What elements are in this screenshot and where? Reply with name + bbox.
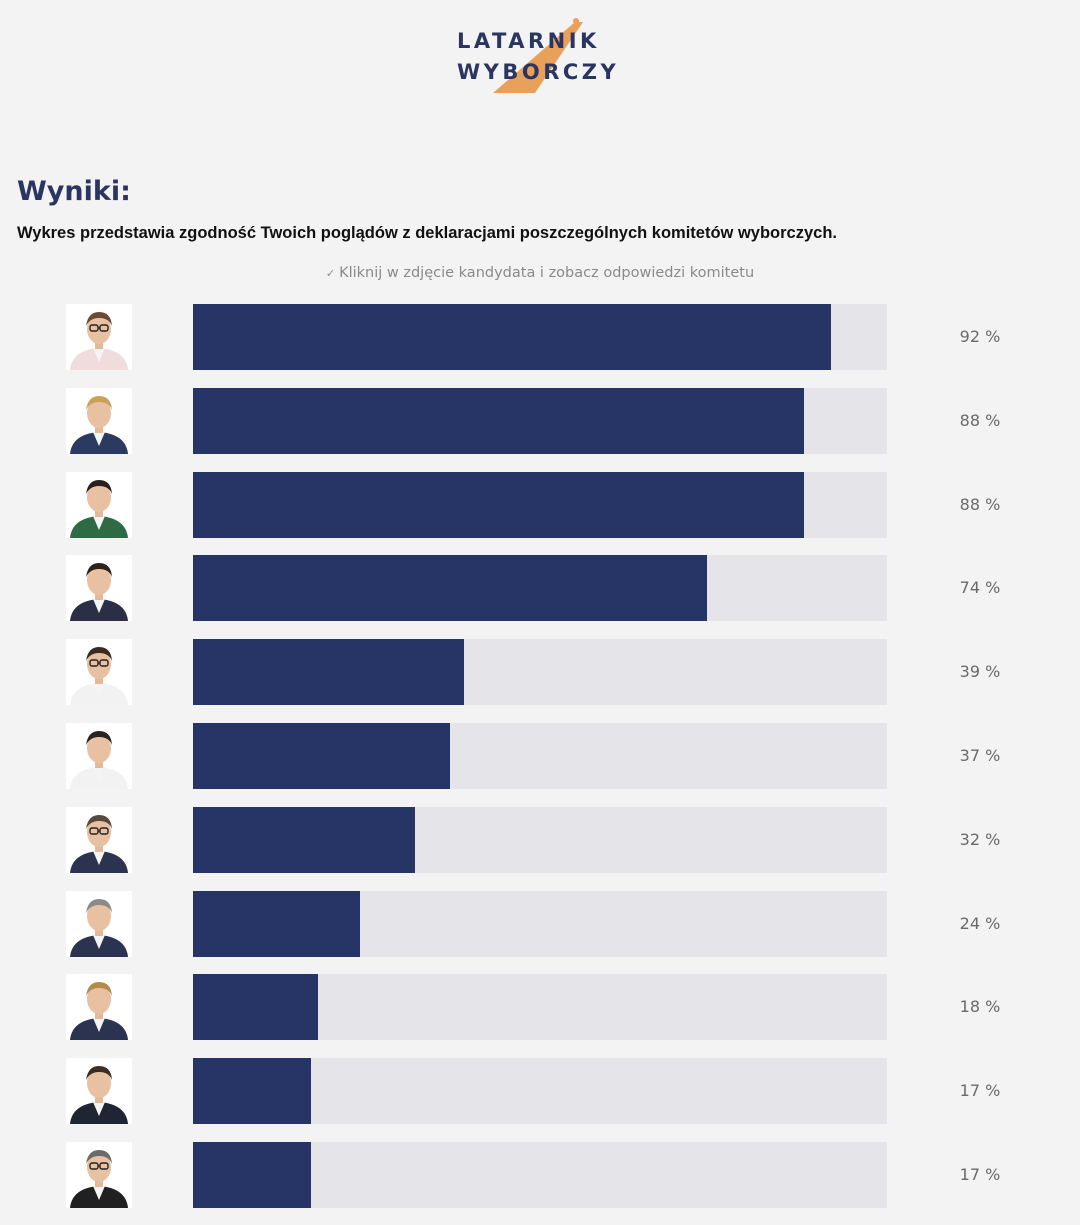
percentage-label: 88 % bbox=[959, 411, 1001, 430]
result-row: 88 % bbox=[0, 388, 1080, 454]
latarnik-logo[interactable]: LATARNIK WYBORCZY bbox=[455, 18, 630, 98]
candidate-photo[interactable] bbox=[66, 472, 132, 538]
percentage-label: 74 % bbox=[959, 578, 1001, 597]
lighthouse-beam-icon bbox=[493, 18, 583, 93]
bar-fill bbox=[193, 555, 707, 621]
results-description: Wykres przedstawia zgodność Twoich poglą… bbox=[17, 224, 837, 242]
percentage-label: 24 % bbox=[959, 914, 1001, 933]
result-row: 39 % bbox=[0, 639, 1080, 705]
bar-track bbox=[193, 1058, 887, 1124]
bar-track bbox=[193, 723, 887, 789]
bar-track bbox=[193, 472, 887, 538]
percentage-label: 17 % bbox=[959, 1081, 1001, 1100]
candidate-photo[interactable] bbox=[66, 555, 132, 621]
candidate-photo[interactable] bbox=[66, 304, 132, 370]
percentage-label: 18 % bbox=[959, 997, 1001, 1016]
hint-label: Kliknij w zdjęcie kandydata i zobacz odp… bbox=[339, 265, 755, 281]
bar-fill bbox=[193, 1142, 311, 1208]
result-row: 24 % bbox=[0, 891, 1080, 957]
results-heading: Wyniki: bbox=[17, 176, 131, 207]
hint-text: ✓ Kliknij w zdjęcie kandydata i zobacz od… bbox=[0, 265, 1080, 281]
candidate-photo[interactable] bbox=[66, 1058, 132, 1124]
bar-fill bbox=[193, 472, 804, 538]
bar-fill bbox=[193, 891, 360, 957]
bar-track bbox=[193, 304, 887, 370]
bar-fill bbox=[193, 807, 416, 873]
result-row: 17 % bbox=[0, 1142, 1080, 1208]
bar-fill bbox=[193, 974, 318, 1040]
bar-track bbox=[193, 974, 887, 1040]
result-row: 92 % bbox=[0, 304, 1080, 370]
logo-line-2: WYBORCZY bbox=[457, 60, 620, 84]
candidate-photo[interactable] bbox=[66, 388, 132, 454]
candidate-photo[interactable] bbox=[66, 974, 132, 1040]
result-row: 18 % bbox=[0, 974, 1080, 1040]
candidate-photo[interactable] bbox=[66, 1142, 132, 1208]
candidate-photo[interactable] bbox=[66, 723, 132, 789]
bar-track bbox=[193, 1142, 887, 1208]
percentage-label: 92 % bbox=[959, 327, 1001, 346]
percentage-label: 39 % bbox=[959, 662, 1001, 681]
candidate-photo[interactable] bbox=[66, 807, 132, 873]
bar-track bbox=[193, 639, 887, 705]
bar-fill bbox=[193, 639, 464, 705]
bar-fill bbox=[193, 304, 832, 370]
bar-fill bbox=[193, 1058, 311, 1124]
candidate-photo[interactable] bbox=[66, 639, 132, 705]
bar-track bbox=[193, 555, 887, 621]
result-row: 88 % bbox=[0, 472, 1080, 538]
result-row: 17 % bbox=[0, 1058, 1080, 1124]
bar-fill bbox=[193, 388, 804, 454]
bar-track bbox=[193, 891, 887, 957]
bar-track bbox=[193, 807, 887, 873]
bar-fill bbox=[193, 723, 450, 789]
logo-line-1: LATARNIK bbox=[457, 29, 600, 53]
result-row: 74 % bbox=[0, 555, 1080, 621]
candidate-photo[interactable] bbox=[66, 891, 132, 957]
check-icon: ✓ bbox=[325, 267, 336, 280]
percentage-label: 32 % bbox=[959, 830, 1001, 849]
result-row: 37 % bbox=[0, 723, 1080, 789]
percentage-label: 37 % bbox=[959, 746, 1001, 765]
percentage-label: 88 % bbox=[959, 495, 1001, 514]
percentage-label: 17 % bbox=[959, 1165, 1001, 1184]
result-row: 32 % bbox=[0, 807, 1080, 873]
bar-track bbox=[193, 388, 887, 454]
